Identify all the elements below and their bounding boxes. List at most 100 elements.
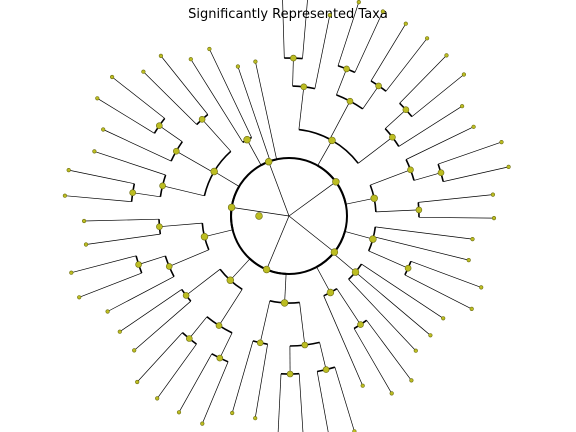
- branch-line: [404, 274, 472, 310]
- leaf-node: [188, 57, 193, 62]
- branch-line: [201, 361, 229, 424]
- branch-line: [317, 140, 333, 166]
- branch-line: [288, 215, 335, 253]
- branch-line: [71, 255, 137, 274]
- branch-line: [284, 273, 287, 303]
- clade-node: [215, 322, 223, 329]
- branch-line: [384, 109, 407, 129]
- leaf-node: [81, 218, 87, 224]
- branch-line: [214, 171, 240, 187]
- clade-node: [159, 182, 166, 190]
- leaf-node: [135, 379, 140, 385]
- leaf-node: [360, 383, 365, 388]
- branch-line: [246, 139, 262, 166]
- leaf-node: [253, 416, 258, 421]
- branch-line: [438, 141, 502, 165]
- branch-line: [107, 276, 175, 312]
- leaf-node: [117, 329, 122, 334]
- branch-line: [375, 226, 473, 240]
- branch-line: [111, 76, 165, 119]
- branch-line: [413, 172, 442, 181]
- branch-line: [189, 316, 208, 339]
- clade-node: [370, 194, 378, 203]
- leaf-node: [200, 421, 205, 426]
- branch-line: [237, 66, 271, 162]
- branch-line: [136, 332, 183, 383]
- branch-line: [176, 150, 214, 173]
- branch-line: [185, 268, 221, 296]
- clade-node: [243, 136, 251, 144]
- leaf-node: [92, 149, 97, 154]
- leaf-node: [327, 13, 332, 18]
- clade-node: [265, 158, 273, 166]
- branch-line: [336, 68, 347, 96]
- branch-line: [255, 61, 277, 160]
- branch-line: [160, 55, 209, 115]
- branch-line: [299, 302, 306, 346]
- branch-line: [204, 229, 233, 238]
- clade-node: [156, 122, 163, 129]
- clade-node: [186, 335, 193, 342]
- leaf-node: [428, 333, 433, 338]
- leaf-node: [109, 74, 115, 80]
- branch-line: [230, 258, 251, 281]
- figure-title: Significantly Represented Taxa: [188, 7, 388, 22]
- branch-line: [353, 328, 393, 394]
- branch-line: [266, 215, 290, 270]
- branch-line: [209, 48, 252, 138]
- branch-line: [336, 288, 361, 325]
- branch-line: [169, 249, 209, 267]
- branch-line: [277, 373, 282, 432]
- branch-line: [97, 98, 155, 134]
- branch-line: [84, 218, 160, 222]
- leaf-node: [499, 140, 504, 145]
- clade-node: [216, 354, 224, 362]
- leaf-node: [83, 242, 89, 247]
- branch-line: [68, 169, 135, 185]
- clade-node: [290, 54, 297, 62]
- leaf-node: [141, 69, 146, 74]
- leaf-node: [105, 309, 110, 314]
- branch-line: [298, 373, 304, 432]
- clade-node: [375, 82, 382, 90]
- branch-line: [162, 185, 205, 197]
- leaf-node: [101, 127, 106, 132]
- clade-node: [182, 292, 190, 299]
- clade-node: [328, 136, 336, 145]
- leaf-node: [425, 36, 430, 41]
- leaf-node: [132, 348, 137, 353]
- clade-node: [407, 166, 414, 174]
- clade-node: [156, 223, 163, 230]
- leaf-node: [389, 391, 394, 396]
- branch-line: [292, 58, 294, 87]
- branch-line: [355, 271, 431, 336]
- clade-node: [301, 341, 309, 349]
- leaf-node: [66, 168, 71, 173]
- branch-line: [219, 332, 233, 359]
- branch-line: [373, 236, 469, 261]
- branch-line: [119, 289, 182, 332]
- branch-line: [370, 169, 411, 186]
- clade-node: [404, 264, 412, 272]
- leaf-node: [155, 396, 160, 401]
- branch-line: [64, 195, 132, 203]
- clade-node: [210, 167, 218, 176]
- branch-line: [282, 0, 285, 59]
- leaf-node: [176, 410, 182, 415]
- clade-node: [165, 263, 173, 270]
- branch-line: [138, 255, 166, 265]
- clade-node: [415, 206, 423, 214]
- branch-line: [178, 353, 213, 413]
- leaf-node: [409, 378, 414, 383]
- branch-line: [159, 222, 203, 228]
- clade-node: [129, 189, 136, 196]
- branch-layer: [64, 0, 509, 432]
- branch-line: [201, 119, 232, 152]
- clade-node: [389, 133, 396, 141]
- branch-line: [218, 289, 243, 326]
- branch-line: [366, 320, 412, 381]
- branch-line: [370, 23, 407, 82]
- leaf-node: [158, 53, 163, 59]
- branch-line: [316, 371, 329, 432]
- branch-line: [259, 300, 271, 343]
